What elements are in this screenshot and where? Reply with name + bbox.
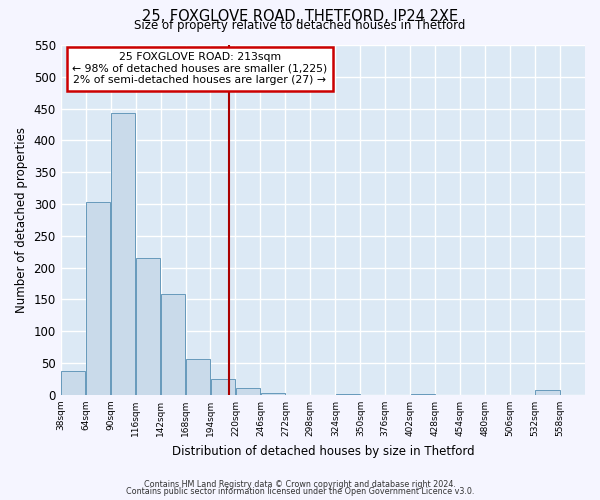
Bar [86, 202, 110, 395]
Text: Contains public sector information licensed under the Open Government Licence v3: Contains public sector information licen… [126, 487, 474, 496]
Bar [236, 388, 260, 395]
X-axis label: Distribution of detached houses by size in Thetford: Distribution of detached houses by size … [172, 444, 474, 458]
Bar [111, 113, 135, 395]
Text: Size of property relative to detached houses in Thetford: Size of property relative to detached ho… [134, 19, 466, 32]
Bar [161, 294, 185, 395]
Text: 25, FOXGLOVE ROAD, THETFORD, IP24 2XE: 25, FOXGLOVE ROAD, THETFORD, IP24 2XE [142, 9, 458, 24]
Text: 25 FOXGLOVE ROAD: 213sqm
← 98% of detached houses are smaller (1,225)
2% of semi: 25 FOXGLOVE ROAD: 213sqm ← 98% of detach… [72, 52, 327, 85]
Text: Contains HM Land Registry data © Crown copyright and database right 2024.: Contains HM Land Registry data © Crown c… [144, 480, 456, 489]
Bar [186, 358, 210, 395]
Bar [535, 390, 560, 395]
Bar [410, 394, 435, 395]
Bar [261, 393, 285, 395]
Y-axis label: Number of detached properties: Number of detached properties [15, 127, 28, 313]
Bar [136, 258, 160, 395]
Bar [336, 394, 360, 395]
Bar [211, 379, 235, 395]
Bar [61, 372, 85, 395]
